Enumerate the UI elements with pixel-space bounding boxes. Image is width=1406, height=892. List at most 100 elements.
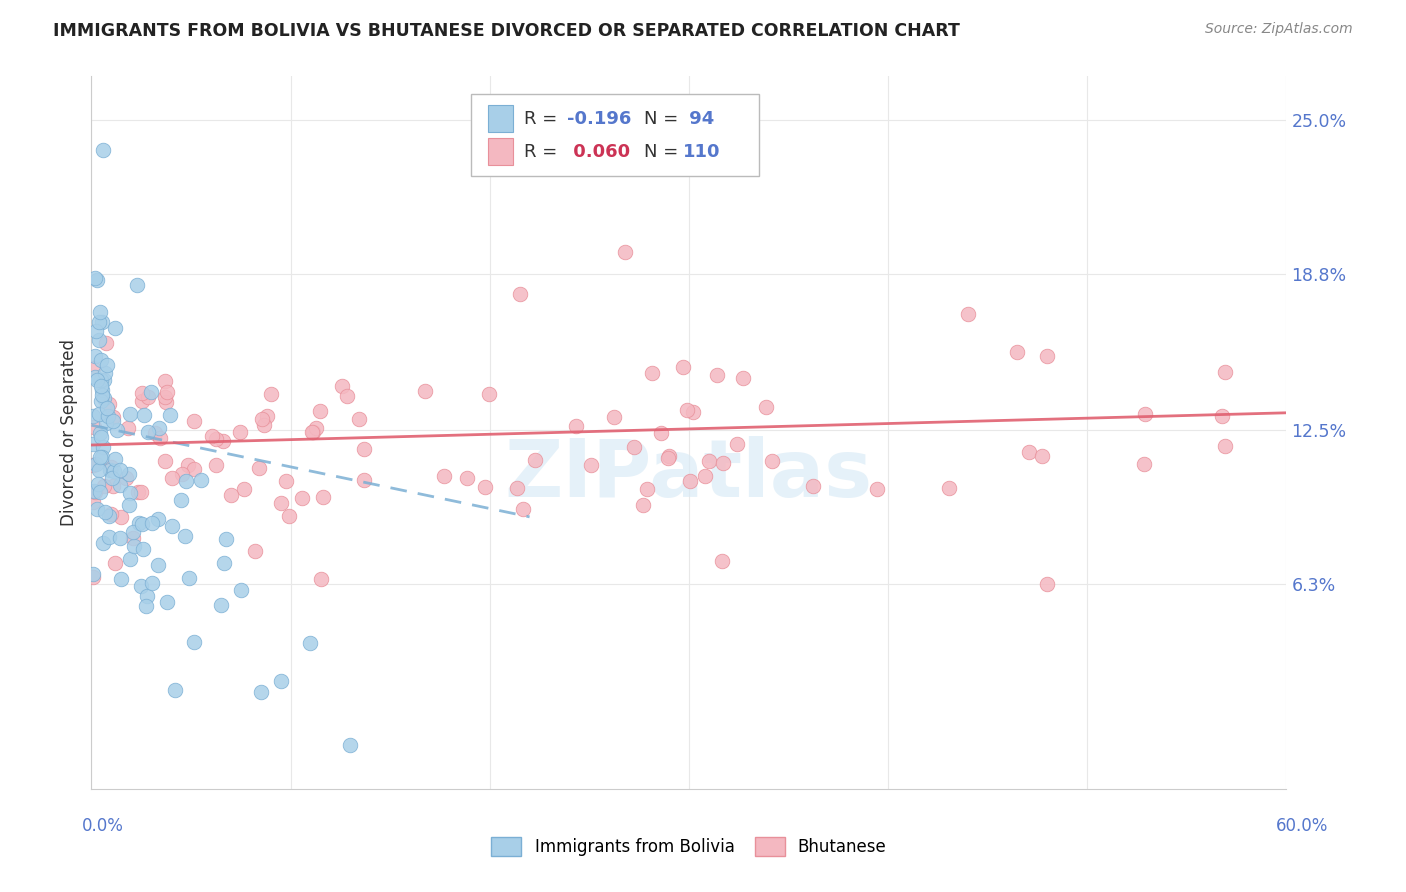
Point [84,325,107,339]
Point [201,428,224,442]
Point [866,482,889,496]
Point [221,488,243,502]
Point [270,496,292,510]
Point [132,541,155,556]
Point [122,531,145,545]
Point [148,420,170,434]
Point [110,572,132,586]
Point [614,244,637,259]
Point [125,277,148,292]
Text: R =: R = [524,110,564,128]
Point [87,407,110,421]
Point [1018,445,1040,459]
Point [143,426,166,441]
Point [676,403,699,417]
Point [641,366,664,380]
Point [100,460,122,475]
Point [139,385,162,400]
Point [259,387,281,401]
Point [94,416,117,430]
Point [636,483,658,497]
Point [82,409,104,424]
Point [1036,576,1059,591]
Point [309,572,332,586]
Point [91,384,114,398]
Point [190,473,212,487]
Point [524,453,547,467]
Point [87,463,110,477]
Point [149,431,172,445]
Point [105,423,128,437]
Point [250,411,273,425]
Point [413,384,436,399]
Point [301,425,323,440]
Point [631,498,654,512]
Point [141,575,163,590]
Point [228,425,250,440]
Point [91,536,114,550]
Point [91,388,114,402]
Point [103,479,125,493]
Point [131,386,153,401]
Point [83,419,105,434]
Point [89,485,111,500]
Point [299,636,322,650]
Point [90,394,112,409]
Text: -0.196: -0.196 [567,110,631,128]
Point [229,582,252,597]
Point [183,414,205,428]
Point [141,516,163,531]
Point [1211,409,1233,424]
Point [270,673,292,688]
Point [163,683,186,698]
Point [278,509,301,524]
Point [128,516,150,531]
Point [353,442,375,456]
Point [118,467,141,482]
Point [110,510,132,524]
Point [579,458,602,472]
Point [132,408,155,422]
Point [129,579,152,593]
Point [146,558,169,573]
Point [433,469,456,483]
Point [478,387,501,401]
Point [94,366,117,380]
Point [84,349,107,363]
Point [183,462,205,476]
Point [155,395,177,409]
Point [706,368,728,382]
Point [86,502,108,516]
Point [212,556,235,570]
Point [247,461,270,475]
Point [117,420,139,434]
Point [98,509,121,524]
Point [90,379,112,393]
Point [801,479,824,493]
Point [711,456,734,470]
Point [291,491,314,505]
Point [89,305,111,319]
Point [89,450,111,465]
Point [173,528,195,542]
Point [205,432,228,446]
Point [156,595,179,609]
Point [956,307,979,321]
Point [118,499,141,513]
Text: ZIPatlas: ZIPatlas [505,436,873,515]
Text: IMMIGRANTS FROM BOLIVIA VS BHUTANESE DIVORCED OR SEPARATED CORRELATION CHART: IMMIGRANTS FROM BOLIVIA VS BHUTANESE DIV… [53,22,960,40]
Point [1005,345,1028,359]
Point [90,353,112,368]
Point [682,405,704,419]
Point [679,474,702,488]
Point [697,454,720,468]
Point [90,450,112,464]
Point [87,315,110,329]
Point [1036,349,1059,363]
Point [170,493,193,508]
Point [215,532,238,546]
Point [93,143,115,157]
Point [83,483,105,498]
Point [136,425,159,440]
Point [623,440,645,454]
